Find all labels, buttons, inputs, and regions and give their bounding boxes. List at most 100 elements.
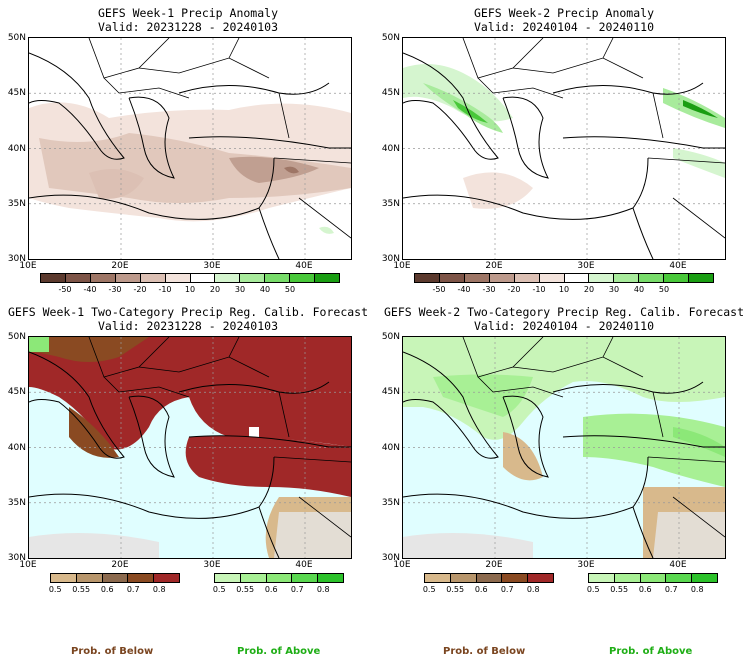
- colorbar-swatch: [564, 274, 590, 282]
- lon-tick-label: 30E: [577, 560, 595, 570]
- colorbar-label: 0.8: [690, 585, 704, 594]
- panel-week2-category: GEFS Week-2 Two-Category Precip Reg. Cal…: [376, 300, 752, 662]
- colorbar-swatch: [266, 574, 293, 582]
- colorbar-swatch: [102, 574, 129, 582]
- colorbar-swatch: [450, 574, 477, 582]
- colorbar-label: -30: [482, 285, 496, 294]
- colorbar-swatch: [539, 274, 565, 282]
- anomaly-field: [453, 100, 488, 123]
- panel-week1-anomaly: GEFS Week-1 Precip Anomaly Valid: 202312…: [0, 0, 376, 300]
- colorbar-swatch: [589, 574, 615, 582]
- colorbar-swatch: [115, 274, 141, 282]
- panel-week1-category: GEFS Week-1 Two-Category Precip Reg. Cal…: [0, 300, 376, 662]
- country-borders: [462, 337, 725, 538]
- colorbar-swatch: [589, 274, 615, 282]
- colorbar-swatch: [640, 574, 667, 582]
- below-region: [29, 337, 351, 450]
- colorbar-label: 0.55: [610, 585, 629, 594]
- colorbar-label: 0.5: [422, 585, 436, 594]
- below-region: [29, 337, 149, 362]
- above-region: [403, 337, 725, 440]
- anomaly-field: [403, 64, 513, 122]
- colorbar-swatch: [315, 274, 340, 282]
- lat-tick-label: 30N: [381, 553, 400, 563]
- colorbar-label: 0.7: [290, 585, 304, 594]
- colorbar-swatch: [514, 274, 540, 282]
- colorbar-label: -20: [133, 285, 147, 294]
- colorbar-label: 0.7: [126, 585, 140, 594]
- chart-title: GEFS Week-1 Two-Category Precip Reg. Cal…: [7, 305, 369, 319]
- colorbar-label: -20: [507, 285, 521, 294]
- colorbar-swatch: [154, 574, 179, 582]
- lon-tick-label: 40E: [669, 261, 687, 271]
- colorbar-label: 0.8: [152, 585, 166, 594]
- colorbar-swatch: [215, 574, 241, 582]
- below-label: Prob. of Below: [443, 646, 526, 657]
- country-borders: [462, 38, 725, 239]
- colorbar-label: 0.5: [48, 585, 62, 594]
- colorbar-label: 0.6: [474, 585, 488, 594]
- nodata-region: [653, 512, 725, 558]
- colorbar-swatch: [190, 274, 216, 282]
- colorbar-swatch: [165, 274, 191, 282]
- above-region: [29, 337, 49, 352]
- colorbar-swatch: [439, 274, 465, 282]
- coastline: [29, 351, 351, 558]
- lat-tick-label: 40N: [7, 442, 26, 453]
- panel-week2-anomaly: GEFS Week-2 Precip Anomaly Valid: 202401…: [376, 0, 752, 300]
- colorbar-swatch: [476, 574, 503, 582]
- lon-tick-label: 40E: [295, 560, 313, 570]
- lon-tick-label: 30E: [203, 261, 221, 271]
- map-plot: [402, 336, 726, 559]
- lon-tick-label: 40E: [669, 560, 687, 570]
- anomaly-field: [319, 226, 334, 234]
- colorbar-label: -50: [432, 285, 446, 294]
- colorbar-label: -40: [83, 285, 97, 294]
- lon-tick-label: 10E: [393, 560, 411, 570]
- colorbar-swatch: [666, 574, 693, 582]
- above-label: Prob. of Above: [609, 646, 693, 657]
- nodata-region: [274, 512, 351, 558]
- colorbar-swatch: [292, 574, 319, 582]
- lat-tick-label: 50N: [7, 33, 26, 43]
- anomaly-field: [673, 148, 725, 178]
- colorbar: [424, 573, 554, 583]
- below-region: [185, 435, 351, 497]
- anomaly-field: [683, 100, 718, 118]
- anomaly-field: [463, 172, 533, 209]
- colorbar-swatch: [639, 274, 665, 282]
- colorbar-swatch: [692, 574, 717, 582]
- lat-tick-label: 35N: [381, 497, 400, 508]
- chart-title: GEFS Week-2 Two-Category Precip Reg. Cal…: [383, 305, 745, 319]
- colorbar-swatch: [215, 274, 241, 282]
- anomaly-field: [89, 169, 144, 199]
- colorbar-swatch: [76, 574, 103, 582]
- colorbar-swatch: [614, 274, 640, 282]
- colorbar-label: 20: [209, 285, 221, 294]
- anomaly-field: [284, 166, 299, 174]
- country-borders: [88, 337, 351, 538]
- colorbar-label: 50: [658, 285, 670, 294]
- colorbar-swatch: [689, 274, 714, 282]
- colorbar-label: 10: [184, 285, 196, 294]
- above-region: [433, 374, 533, 417]
- colorbar: [214, 573, 344, 583]
- colorbar-swatch: [90, 274, 116, 282]
- colorbar-label: 0.5: [212, 585, 226, 594]
- lon-tick-label: 10E: [19, 560, 37, 570]
- colorbar-label: 0.7: [500, 585, 514, 594]
- colorbar: [50, 573, 180, 583]
- colorbar-label: 0.8: [526, 585, 540, 594]
- lon-tick-label: 30E: [203, 560, 221, 570]
- colorbar-swatch: [290, 274, 316, 282]
- above-label: Prob. of Above: [237, 646, 321, 657]
- colorbar-swatch: [265, 274, 291, 282]
- colorbar-swatch: [41, 274, 66, 282]
- chart-subtitle: Valid: 20231228 - 20240103: [97, 20, 278, 34]
- colorbar-swatch: [502, 574, 529, 582]
- lat-tick-label: 30N: [7, 254, 26, 264]
- colorbar-swatch: [489, 274, 515, 282]
- lat-tick-label: 40N: [7, 143, 26, 154]
- below-label: Prob. of Below: [71, 646, 154, 657]
- colorbar-label: 0.5: [586, 585, 600, 594]
